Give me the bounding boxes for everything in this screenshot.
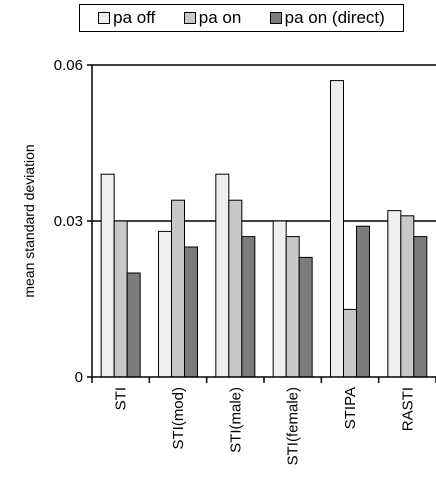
bar-0-4 [330,80,344,378]
bar-1-3 [285,236,300,378]
x-tick-label-3: STI(female) [285,387,302,465]
legend-item-pa-off: pa off [98,8,155,28]
bar-0-2 [215,173,230,378]
legend-label-pa-on: pa on [198,8,242,27]
y-tick-label-0: 0 [75,369,83,386]
bar-0-1 [158,230,172,378]
bar-0-0 [100,173,115,378]
bar-2-3 [298,256,313,378]
legend-item-pa-on-direct: pa on (direct) [269,8,385,28]
legend-label-pa-on-direct: pa on (direct) [284,8,385,27]
y-tick-label-1: 0.03 [54,213,83,230]
bar-2-5 [413,236,428,378]
legend-item-pa-on: pa on [183,8,242,28]
y-tick-label-2: 0.06 [54,57,83,74]
bar-1-5 [400,215,415,378]
x-tick-label-5: RASTI [399,387,416,431]
chart-legend: pa off pa on pa on (direct) [79,4,404,32]
axes [87,64,436,383]
x-tick-label-2: STI(male) [227,387,244,453]
bar-0-3 [272,220,287,378]
legend-label-pa-off: pa off [113,8,156,27]
x-tick-labels: STI STI(mod) STI(male) STI(female) STIPA RAST… [113,387,417,465]
x-tick-label-0: STI [113,387,130,410]
bar-2-1 [184,246,198,378]
bars [100,80,428,378]
bar-2-2 [241,236,256,378]
legend-swatch-pa-off [98,12,111,24]
gridlines [92,64,436,222]
bar-1-2 [228,199,243,378]
bar-2-0 [126,272,141,378]
bar-1-1 [171,199,185,378]
x-tick-label-4: STIPA [342,387,359,429]
y-tick-labels: 0 0.03 0.06 [54,57,83,386]
bar-2-4 [356,225,370,378]
legend-swatch-pa-on [183,12,196,24]
bar-1-4 [343,308,357,378]
bar-0-5 [387,210,402,378]
bar-1-0 [113,220,128,378]
legend-swatch-pa-on-direct [269,12,282,24]
y-axis-label: mean standard deviation [21,144,37,297]
x-tick-label-1: STI(mod) [170,387,187,450]
